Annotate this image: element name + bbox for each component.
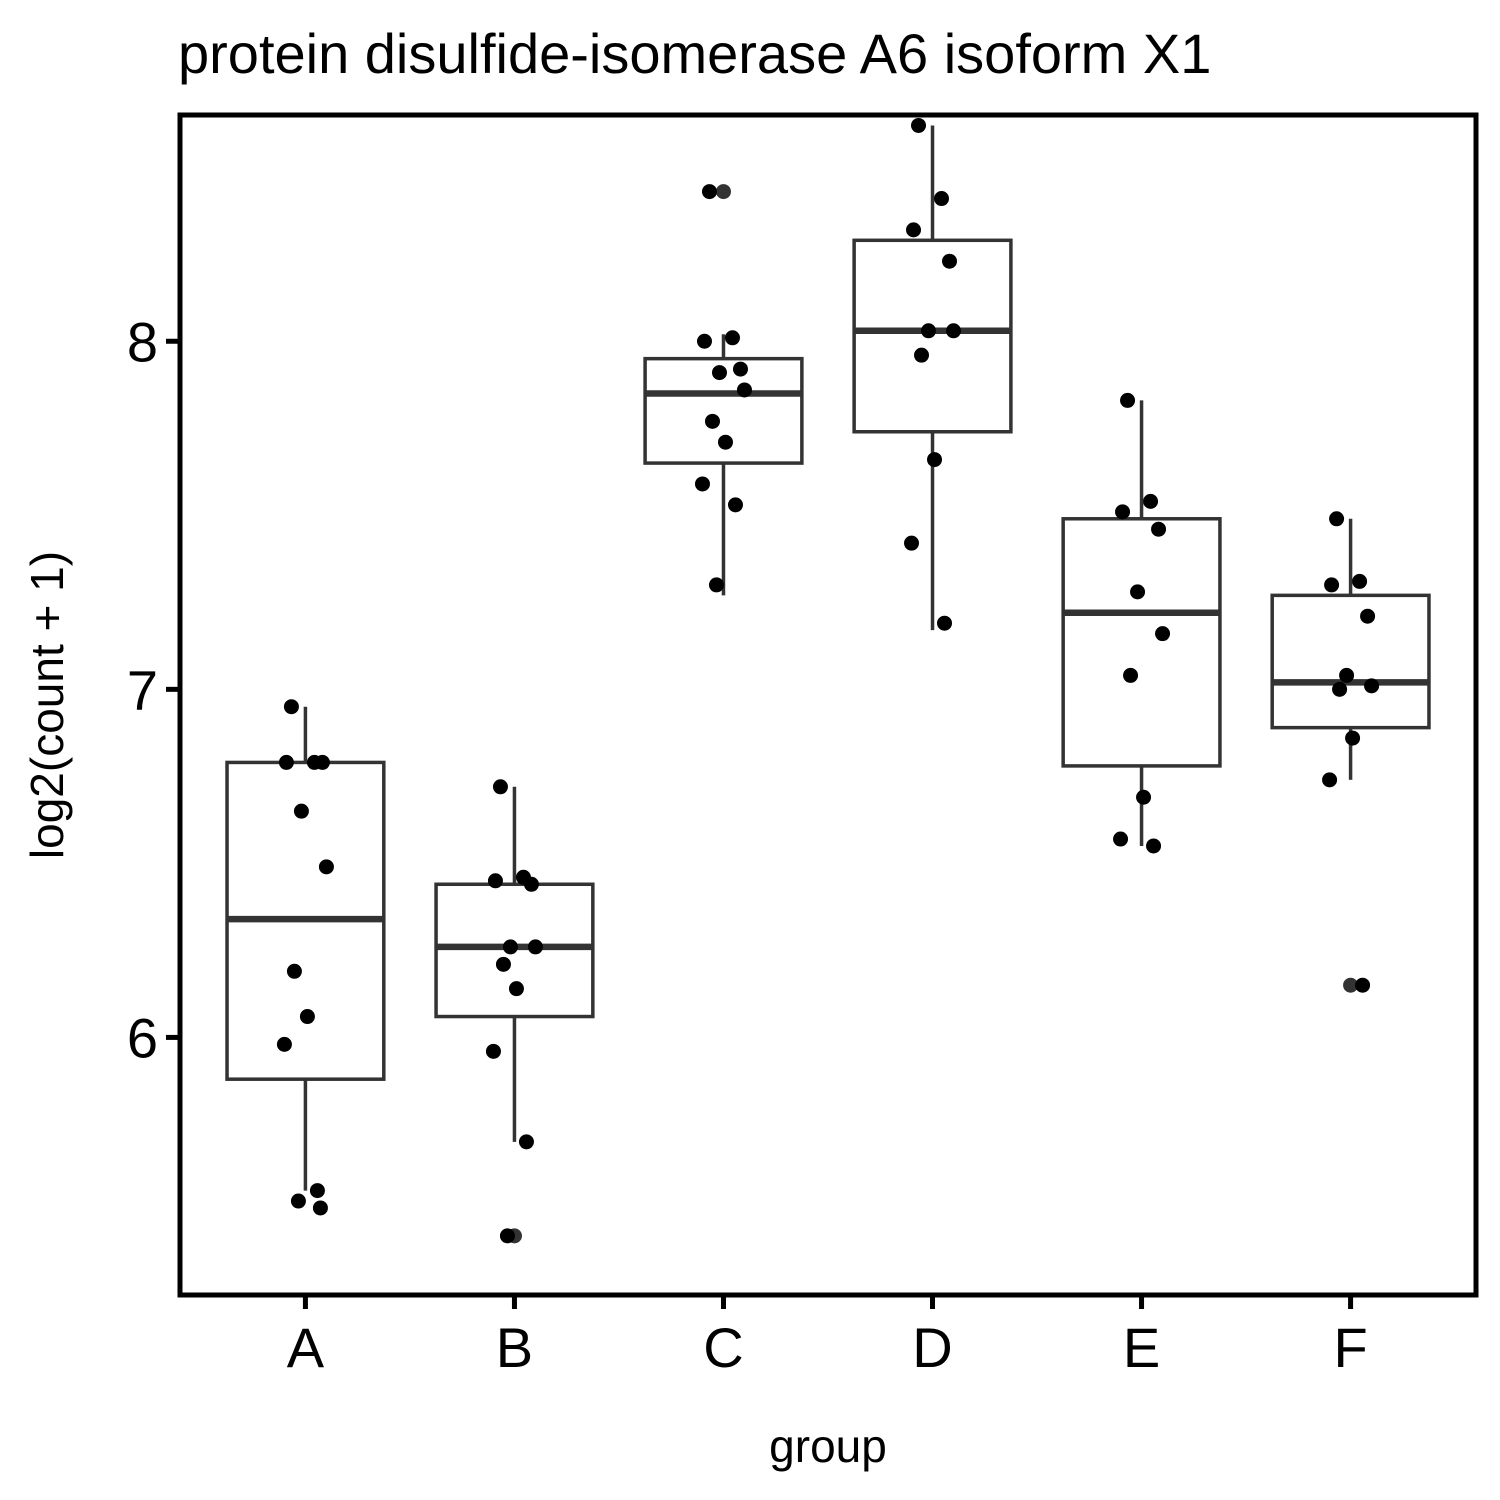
data-point xyxy=(518,1134,534,1150)
data-point xyxy=(732,361,748,377)
data-point xyxy=(485,1043,501,1059)
data-point xyxy=(1115,504,1131,520)
data-point xyxy=(1155,626,1171,642)
data-point xyxy=(906,222,922,238)
y-axis: 6 7 8 xyxy=(127,310,180,1069)
data-point xyxy=(502,939,518,955)
x-tick-label: D xyxy=(912,1316,952,1379)
data-point xyxy=(736,382,752,398)
data-point xyxy=(694,476,710,492)
data-point xyxy=(276,1036,292,1052)
data-point xyxy=(711,365,727,381)
data-point xyxy=(704,413,720,429)
data-point xyxy=(946,323,962,339)
data-point xyxy=(1143,493,1159,509)
x-axis-label: group xyxy=(769,1420,887,1472)
data-point xyxy=(701,184,717,200)
data-point xyxy=(508,981,524,997)
x-tick-label: A xyxy=(287,1316,325,1379)
data-point xyxy=(286,963,302,979)
data-point xyxy=(696,333,712,349)
data-point xyxy=(1329,511,1345,527)
data-point xyxy=(495,956,511,972)
data-point xyxy=(278,754,294,770)
outlier-point xyxy=(715,184,731,200)
data-point xyxy=(1151,521,1167,537)
data-point xyxy=(318,859,334,875)
data-point xyxy=(492,779,508,795)
data-point xyxy=(283,699,299,715)
data-point xyxy=(290,1193,306,1209)
data-point xyxy=(523,876,539,892)
box xyxy=(1270,593,1431,730)
data-point xyxy=(1146,838,1162,854)
box-group-F xyxy=(1270,518,1431,993)
data-point xyxy=(1113,831,1129,847)
data-point xyxy=(487,873,503,889)
data-point xyxy=(499,1228,515,1244)
chart-title: protein disulfide-isomerase A6 isoform X… xyxy=(178,22,1211,85)
data-point xyxy=(1322,772,1338,788)
y-tick-label: 7 xyxy=(127,658,158,721)
data-point xyxy=(914,347,930,363)
data-point xyxy=(911,117,927,133)
data-point xyxy=(1355,977,1371,993)
data-point xyxy=(1123,667,1139,683)
data-point xyxy=(904,535,920,551)
data-point xyxy=(1352,573,1368,589)
points-layer xyxy=(276,117,1380,1244)
box-group-C xyxy=(643,184,804,596)
data-point xyxy=(312,1200,328,1216)
data-point xyxy=(309,1183,325,1199)
data-point xyxy=(727,497,743,513)
x-tick-label: B xyxy=(496,1316,533,1379)
data-point xyxy=(1130,584,1146,600)
data-point xyxy=(708,577,724,593)
data-point xyxy=(1332,681,1348,697)
x-tick-label: E xyxy=(1123,1316,1160,1379)
data-point xyxy=(942,253,958,269)
data-point xyxy=(1120,392,1136,408)
data-point xyxy=(717,434,733,450)
x-tick-label: C xyxy=(703,1316,743,1379)
data-point xyxy=(1345,730,1361,746)
data-point xyxy=(937,615,953,631)
box-group-A xyxy=(225,706,386,1191)
data-point xyxy=(927,452,943,468)
x-axis: A B C D E F xyxy=(287,1295,1368,1379)
data-point xyxy=(724,330,740,346)
box-group-D xyxy=(852,125,1013,631)
data-point xyxy=(1324,577,1340,593)
outlier-point xyxy=(1343,977,1359,993)
boxes-layer xyxy=(225,125,1431,1244)
data-point xyxy=(1136,789,1152,805)
data-point xyxy=(527,939,543,955)
data-point xyxy=(1339,667,1355,683)
data-point xyxy=(299,1009,315,1025)
plot-panel-border xyxy=(177,112,1479,1298)
x-tick-label: F xyxy=(1333,1316,1367,1379)
box-group-B xyxy=(434,786,595,1244)
data-point xyxy=(1360,608,1376,624)
box xyxy=(1061,517,1222,768)
y-tick-label: 8 xyxy=(127,310,158,373)
y-axis-label: log2(count + 1) xyxy=(21,551,73,859)
data-point xyxy=(921,323,937,339)
y-tick-label: 6 xyxy=(127,1006,158,1069)
box-group-E xyxy=(1061,400,1222,846)
data-point xyxy=(1364,678,1380,694)
data-point xyxy=(293,803,309,819)
data-point xyxy=(314,754,330,770)
data-point xyxy=(934,191,950,207)
